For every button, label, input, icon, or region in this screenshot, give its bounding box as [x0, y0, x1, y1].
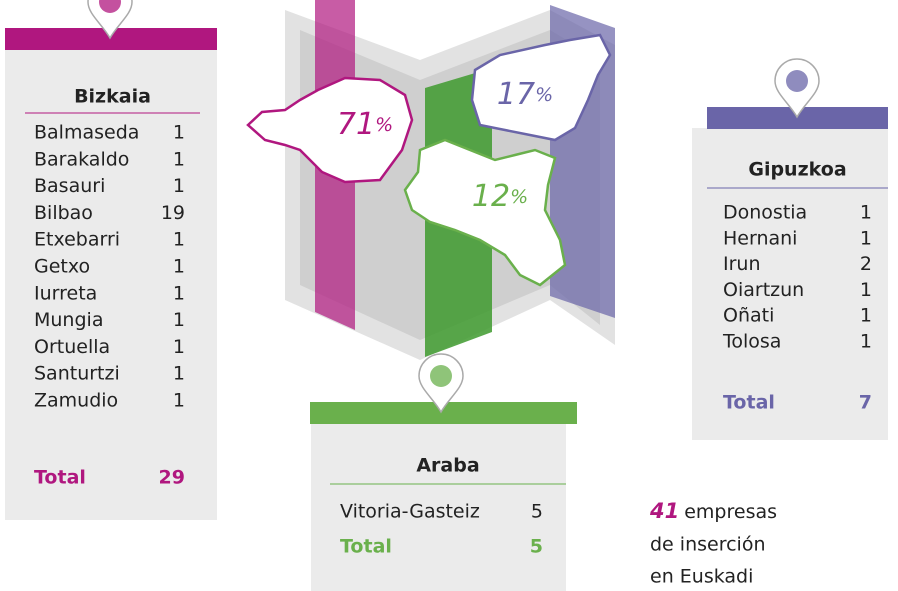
summary-line: de inserción: [650, 534, 765, 556]
town-count: 1: [173, 148, 185, 170]
summary-count: 41: [649, 499, 679, 523]
card: [692, 128, 888, 440]
town-count: 1: [860, 331, 872, 353]
town-name: Oñati: [723, 305, 774, 327]
region-title: Gipuzkoa: [748, 159, 846, 181]
pin-dot: [786, 70, 808, 92]
town-count: 1: [173, 282, 185, 304]
region-title: Araba: [416, 455, 479, 477]
town-name: Getxo: [34, 256, 90, 278]
total-label: Total: [34, 467, 86, 489]
town-count: 1: [860, 227, 872, 249]
total-value: 7: [859, 392, 872, 414]
town-name: Vitoria-Gasteiz: [340, 501, 480, 523]
town-count: 5: [531, 501, 543, 523]
pin-dot: [430, 365, 452, 387]
share-unit: %: [510, 186, 528, 208]
town-name: Santurtzi: [34, 363, 120, 385]
summary-line: en Euskadi: [650, 566, 753, 588]
town-count: 1: [860, 279, 872, 301]
town-count: 1: [173, 309, 185, 331]
card: [5, 50, 217, 520]
town-count: 1: [173, 363, 185, 385]
summary-line: 41 empresas: [649, 499, 777, 523]
total-label: Total: [340, 536, 392, 558]
town-name: Barakaldo: [34, 148, 129, 170]
town-name: Hernani: [723, 227, 797, 249]
town-name: Iurreta: [34, 282, 97, 304]
town-count: 1: [173, 256, 185, 278]
town-count: 19: [161, 202, 185, 224]
town-name: Etxebarri: [34, 229, 120, 251]
total-label: Total: [723, 392, 775, 414]
share-unit: %: [375, 114, 393, 136]
town-name: Tolosa: [722, 331, 781, 353]
town-name: Ortuella: [34, 336, 110, 358]
share-value: 17: [497, 77, 535, 112]
pin-dot: [99, 0, 121, 13]
share-label: 12%: [472, 179, 528, 214]
card-header-bar: [5, 28, 217, 50]
town-name: Irun: [723, 253, 761, 275]
card: [311, 422, 566, 591]
share-label: 71%: [337, 107, 393, 142]
map: [246, 0, 615, 360]
pin-icon: [87, 0, 133, 40]
town-count: 1: [173, 336, 185, 358]
town-name: Balmaseda: [34, 122, 139, 144]
total-value: 29: [159, 467, 185, 489]
town-name: Basauri: [34, 175, 105, 197]
total-value: 5: [530, 536, 543, 558]
town-count: 1: [173, 175, 185, 197]
share-label: 17%: [497, 77, 553, 112]
town-name: Mungia: [34, 309, 103, 331]
town-name: Oiartzun: [723, 279, 804, 301]
town-name: Bilbao: [34, 202, 93, 224]
town-count: 1: [860, 202, 872, 224]
town-count: 1: [173, 390, 185, 412]
town-name: Zamudio: [34, 390, 118, 412]
town-count: 2: [860, 253, 872, 275]
town-count: 1: [173, 122, 185, 144]
card-header-bar: [310, 402, 577, 424]
town-count: 1: [173, 229, 185, 251]
share-value: 71: [337, 107, 375, 142]
share-value: 12: [472, 179, 510, 214]
summary-text: empresas: [684, 501, 777, 523]
town-count: 1: [860, 305, 872, 327]
card-header-bar: [707, 107, 888, 129]
region-title: Bizkaia: [74, 86, 151, 108]
town-name: Donostia: [723, 202, 807, 224]
share-unit: %: [535, 84, 553, 106]
